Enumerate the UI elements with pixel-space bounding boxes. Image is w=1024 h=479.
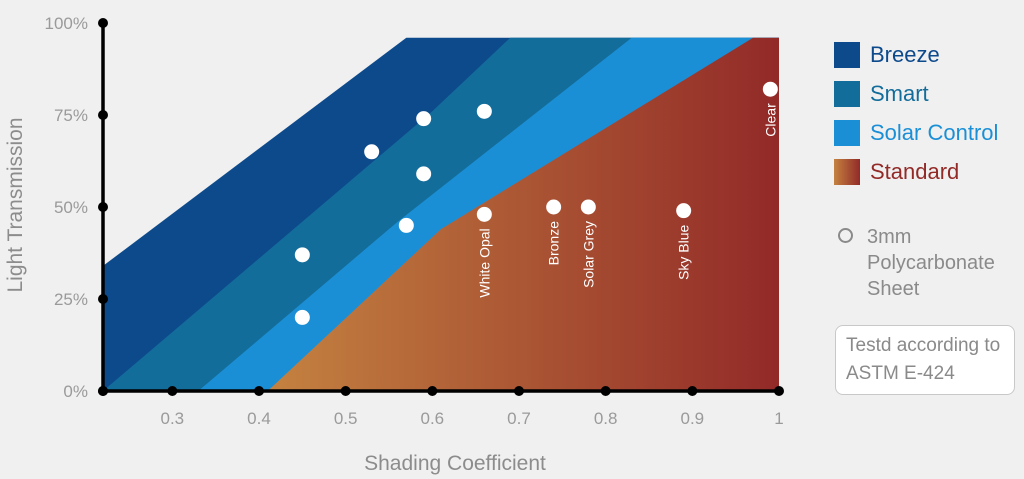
data-point-label: Solar Grey [580, 221, 596, 288]
y-tick-label: 25% [54, 290, 88, 309]
legend-label-standard: Standard [870, 159, 960, 184]
bands-group [103, 37, 780, 391]
data-point [580, 199, 596, 215]
data-point-label: Bronze [546, 221, 562, 266]
data-point [476, 103, 492, 119]
band-standard [267, 37, 779, 391]
data-point [364, 144, 380, 160]
legend-swatch-standard [834, 159, 860, 185]
x-tick-dot [774, 386, 784, 396]
y-tick-label: 100% [45, 14, 88, 33]
legend-item-standard: Standard [834, 159, 1024, 185]
x-tick-label: 0.9 [681, 409, 705, 428]
x-tick-dot [340, 386, 351, 396]
data-point-label: Sky Blue [676, 224, 692, 279]
y-tick-label: 0% [63, 382, 88, 401]
x-tick-label: 0.5 [334, 409, 358, 428]
y-tick-dot [98, 18, 108, 28]
legend-label-breeze: Breeze [870, 42, 940, 67]
x-tick-label: 0.8 [594, 409, 618, 428]
ring-icon [838, 228, 853, 243]
data-point [416, 111, 432, 127]
legend-swatch-solar-control [834, 120, 860, 146]
x-tick-dot [600, 386, 611, 396]
tick-labels-group: 0% 25% 50% 75% 100% 0.3 0.4 0.5 0.6 0.7 0.8 0.9 1 [45, 14, 784, 428]
legend-swatch-breeze [834, 42, 860, 68]
y-tick-dot [98, 110, 108, 120]
legend-note-text: 3mm Polycarbonate Sheet [867, 226, 995, 300]
x-tick-dot [514, 386, 524, 396]
data-point [762, 81, 778, 97]
legend: Breeze Smart Solar Control Standard [834, 42, 1024, 198]
y-tick-dot [98, 202, 108, 212]
axes-group [98, 18, 784, 396]
x-tick-label: 1 [774, 409, 783, 428]
legend-note: 3mm Polycarbonate Sheet [838, 224, 1024, 302]
data-point [546, 199, 562, 215]
data-point-label: Clear [762, 103, 778, 137]
data-point [398, 217, 414, 233]
y-tick-dot [98, 386, 108, 396]
data-point [416, 166, 432, 182]
x-tick-dot [167, 386, 178, 396]
tested-note-text: Testd according to ASTM E-424 [846, 335, 1001, 384]
data-point [476, 206, 492, 222]
y-axis-title: Light Transmission [4, 117, 27, 292]
points-group: White Opal Bronze Solar Grey Sky Blue Clear [294, 81, 778, 325]
x-tick-dot [687, 386, 698, 396]
y-tick-label: 75% [54, 106, 88, 125]
legend-item-smart: Smart [834, 81, 1024, 107]
data-point [294, 309, 310, 325]
x-tick-label: 0.6 [421, 409, 445, 428]
legend-swatch-smart [834, 81, 860, 107]
x-tick-label: 0.3 [161, 409, 185, 428]
legend-item-breeze: Breeze [834, 42, 1024, 68]
x-tick-dot [427, 386, 438, 396]
legend-item-solar-control: Solar Control [834, 120, 1024, 146]
x-axis-title: Shading Coefficient [364, 452, 546, 475]
data-point [676, 203, 692, 219]
x-tick-dot [254, 386, 264, 396]
tested-note-box: Testd according to ASTM E-424 [835, 325, 1015, 395]
data-point-label: White Opal [476, 228, 492, 297]
legend-label-solar-control: Solar Control [870, 120, 999, 145]
x-tick-label: 0.7 [507, 409, 531, 428]
y-tick-label: 50% [54, 198, 88, 217]
y-tick-dot [98, 294, 108, 304]
data-point [294, 247, 310, 263]
x-tick-label: 0.4 [247, 409, 271, 428]
legend-label-smart: Smart [870, 81, 929, 106]
